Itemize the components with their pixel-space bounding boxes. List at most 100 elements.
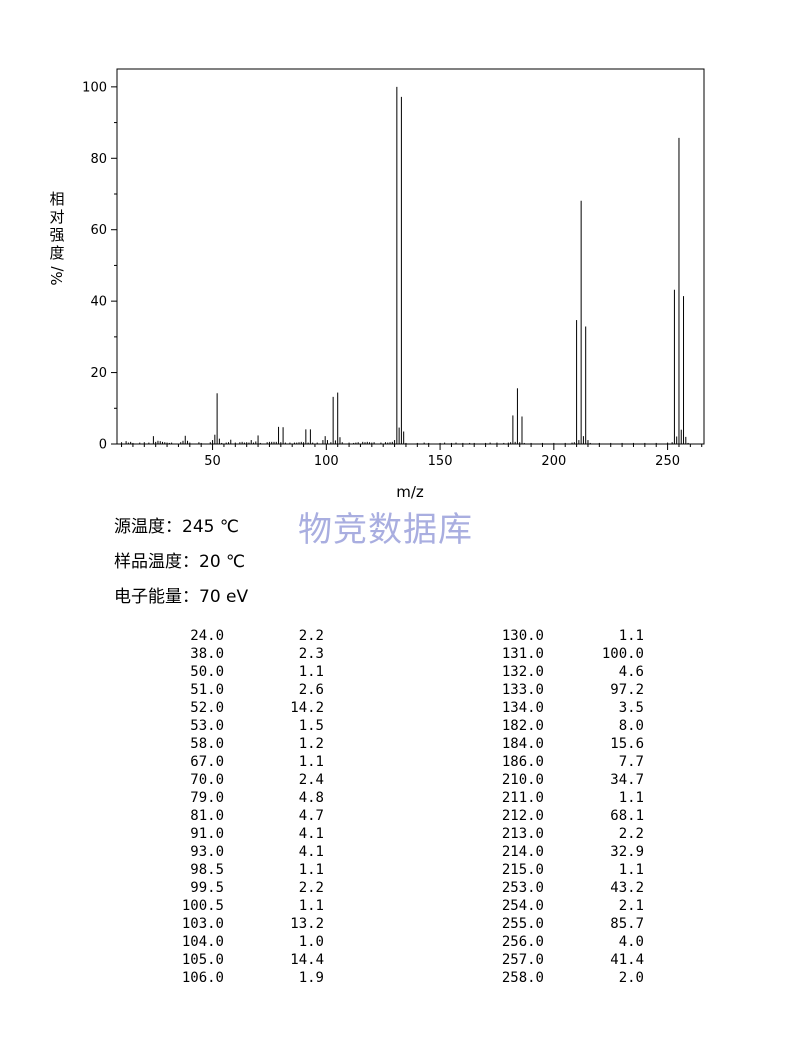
mz-value: 58.0 — [190, 736, 224, 752]
peak-table-row: 212.0 68.1 — [470, 807, 670, 825]
mz-value: 182.0 — [501, 718, 544, 734]
peak-table-row: 50.0 1.1 — [150, 663, 350, 681]
mz-value: 214.0 — [501, 844, 544, 860]
x-axis-label: m/z — [396, 483, 424, 500]
mz-value: 256.0 — [501, 934, 544, 950]
peak-table-row: 210.0 34.7 — [470, 771, 670, 789]
mz-value: 132.0 — [501, 664, 544, 680]
intensity-value: 2.3 — [298, 646, 324, 662]
mz-value: 215.0 — [501, 862, 544, 878]
peak-table-left: 24.0 2.2 38.0 2.3 50.0 1.1 51.0 2.6 52.0 14.2 53.0… — [150, 627, 350, 987]
intensity-value: 2.0 — [618, 970, 644, 986]
peak-table-row: 99.5 2.2 — [150, 879, 350, 897]
intensity-value: 4.8 — [298, 790, 324, 806]
peak-table-row: 257.0 41.4 — [470, 951, 670, 969]
peak-table-row: 24.0 2.2 — [150, 627, 350, 645]
mz-value: 184.0 — [501, 736, 544, 752]
peak-table-row: 81.0 4.7 — [150, 807, 350, 825]
x-tick-label: 250 — [655, 454, 680, 469]
mz-value: 93.0 — [190, 844, 224, 860]
intensity-value: 15.6 — [610, 736, 644, 752]
peak-table-row: 130.0 1.1 — [470, 627, 670, 645]
peak-table-row: 103.0 13.2 — [150, 915, 350, 933]
peak-table-row: 258.0 2.0 — [470, 969, 670, 987]
intensity-value: 4.0 — [618, 934, 644, 950]
y-axis-label-unit: %/ — [48, 265, 66, 285]
intensity-value: 1.1 — [618, 790, 644, 806]
intensity-value: 32.9 — [610, 844, 644, 860]
electron-energy: 电子能量：70 eV — [114, 587, 249, 607]
intensity-value: 4.6 — [618, 664, 644, 680]
mz-value: 131.0 — [501, 646, 544, 662]
intensity-value: 2.6 — [298, 682, 324, 698]
x-tick-label: 50 — [204, 454, 221, 469]
mz-value: 53.0 — [190, 718, 224, 734]
y-tick-label: 40 — [90, 295, 107, 310]
intensity-value: 4.1 — [298, 844, 324, 860]
intensity-value: 85.7 — [610, 916, 644, 932]
peak-table-row: 133.0 97.2 — [470, 681, 670, 699]
peak-table-row: 182.0 8.0 — [470, 717, 670, 735]
mass-spectrum-chart: 50 100 150 200 250 0 20 40 60 80 100 m/z 相对强度 %/ — [48, 68, 705, 500]
mz-value: 100.5 — [181, 898, 224, 914]
x-tick-label: 100 — [314, 454, 339, 469]
intensity-value: 7.7 — [618, 754, 644, 770]
peak-table-row: 256.0 4.0 — [470, 933, 670, 951]
mz-value: 50.0 — [190, 664, 224, 680]
peak-table-row: 91.0 4.1 — [150, 825, 350, 843]
y-tick-label: 20 — [90, 366, 107, 381]
peak-table-row: 215.0 1.1 — [470, 861, 670, 879]
mz-value: 81.0 — [190, 808, 224, 824]
mz-value: 213.0 — [501, 826, 544, 842]
peak-table-row: 131.0 100.0 — [470, 645, 670, 663]
peak-table-row: 93.0 4.1 — [150, 843, 350, 861]
intensity-value: 68.1 — [610, 808, 644, 824]
mz-value: 24.0 — [190, 628, 224, 644]
peak-table-row: 51.0 2.6 — [150, 681, 350, 699]
mz-value: 106.0 — [181, 970, 224, 986]
intensity-value: 43.2 — [610, 880, 644, 896]
intensity-value: 4.7 — [298, 808, 324, 824]
intensity-value: 41.4 — [610, 952, 644, 968]
mz-value: 253.0 — [501, 880, 544, 896]
y-tick-label: 80 — [90, 152, 107, 167]
mz-value: 186.0 — [501, 754, 544, 770]
peak-table-row: 58.0 1.2 — [150, 735, 350, 753]
peak-table-row: 134.0 3.5 — [470, 699, 670, 717]
intensity-value: 4.1 — [298, 826, 324, 842]
mz-value: 91.0 — [190, 826, 224, 842]
intensity-value: 2.4 — [298, 772, 324, 788]
watermark-text: 物竞数据库 — [298, 510, 473, 550]
intensity-value: 1.2 — [298, 736, 324, 752]
mz-value: 79.0 — [190, 790, 224, 806]
mz-value: 103.0 — [181, 916, 224, 932]
intensity-value: 100.0 — [601, 646, 644, 662]
mz-value: 99.5 — [190, 880, 224, 896]
y-axis-label: 相对强度 — [49, 190, 64, 262]
intensity-value: 1.1 — [298, 754, 324, 770]
intensity-value: 1.1 — [618, 862, 644, 878]
peak-table-row: 254.0 2.1 — [470, 897, 670, 915]
mz-value: 255.0 — [501, 916, 544, 932]
mz-value: 105.0 — [181, 952, 224, 968]
intensity-value: 14.4 — [290, 952, 324, 968]
mz-value: 38.0 — [190, 646, 224, 662]
mz-value: 98.5 — [190, 862, 224, 878]
x-tick-label: 150 — [428, 454, 453, 469]
peak-table-row: 253.0 43.2 — [470, 879, 670, 897]
peak-table-row: 105.0 14.4 — [150, 951, 350, 969]
peak-table-row: 211.0 1.1 — [470, 789, 670, 807]
peak-table-row: 132.0 4.6 — [470, 663, 670, 681]
peak-table-row: 79.0 4.8 — [150, 789, 350, 807]
plot-frame — [116, 68, 705, 445]
intensity-value: 1.1 — [298, 664, 324, 680]
intensity-value: 1.1 — [298, 862, 324, 878]
peak-table-row: 255.0 85.7 — [470, 915, 670, 933]
mz-value: 211.0 — [501, 790, 544, 806]
mz-value: 104.0 — [181, 934, 224, 950]
peak-table-row: 52.0 14.2 — [150, 699, 350, 717]
mz-value: 212.0 — [501, 808, 544, 824]
mz-value: 52.0 — [190, 700, 224, 716]
mz-value: 51.0 — [190, 682, 224, 698]
intensity-value: 1.1 — [298, 898, 324, 914]
